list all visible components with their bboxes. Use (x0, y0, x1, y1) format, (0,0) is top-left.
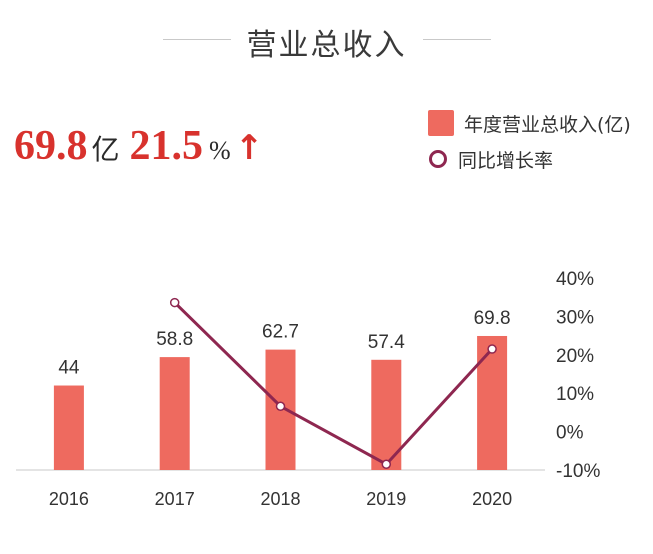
revenue-value: 69.8 (14, 123, 88, 169)
bar-2020 (477, 335, 508, 470)
trend-up-arrow-icon: ↑ (234, 128, 264, 168)
growth-point-2019 (381, 459, 392, 469)
chart-title: 营业总收入 (246, 28, 407, 63)
bar-2016 (53, 385, 84, 470)
chart-legend: 年度营业总收入(亿) 同比增长率 (428, 108, 631, 180)
kpi-summary: 69.8 亿 21.5% ↑ (14, 122, 263, 172)
y-right-tick-label: -10% (556, 461, 600, 482)
y-right-tick-label: 10% (556, 384, 594, 405)
legend-bar-swatch-icon (428, 110, 454, 136)
title-right-line (423, 39, 491, 40)
title-row: 营业总收入 (0, 14, 653, 64)
growth-value: 21.5 (129, 123, 204, 169)
y-right-tick-label: 20% (556, 346, 594, 367)
y-right-tick-label: 30% (556, 307, 594, 328)
bar-value-label-2018: 62.7 (262, 322, 299, 343)
growth-point-2017 (169, 297, 180, 308)
bar-2017 (159, 357, 190, 470)
y-right-tick-label: 40% (556, 269, 594, 290)
revenue-unit: 亿 (91, 133, 120, 166)
legend-item-growth: 同比增长率 (428, 144, 631, 174)
bar-value-label-2019: 57.4 (368, 332, 405, 353)
growth-point-2020 (487, 344, 497, 354)
legend-item-revenue: 年度营业总收入(亿) (428, 108, 631, 138)
x-tick-label-2020: 2020 (472, 489, 512, 509)
legend-label-revenue: 年度营业总收入(亿) (464, 113, 631, 136)
legend-label-growth: 同比增长率 (458, 149, 554, 172)
x-tick-label-2018: 2018 (260, 489, 300, 509)
growth-point-2018 (275, 401, 286, 412)
x-tick-label-2017: 2017 (155, 489, 195, 509)
bar-value-label-2017: 58.8 (156, 329, 193, 350)
legend-line-marker-icon (429, 150, 447, 168)
x-tick-label-2019: 2019 (366, 489, 406, 509)
x-tick-label-2016: 2016 (49, 489, 89, 509)
bar-value-label-2016: 44 (58, 358, 80, 379)
growth-unit: % (209, 136, 231, 165)
bar-value-label-2020: 69.8 (474, 308, 511, 329)
title-left-line (163, 39, 231, 40)
growth-rate-line (173, 301, 494, 466)
y-right-tick-label: 0% (556, 423, 584, 444)
